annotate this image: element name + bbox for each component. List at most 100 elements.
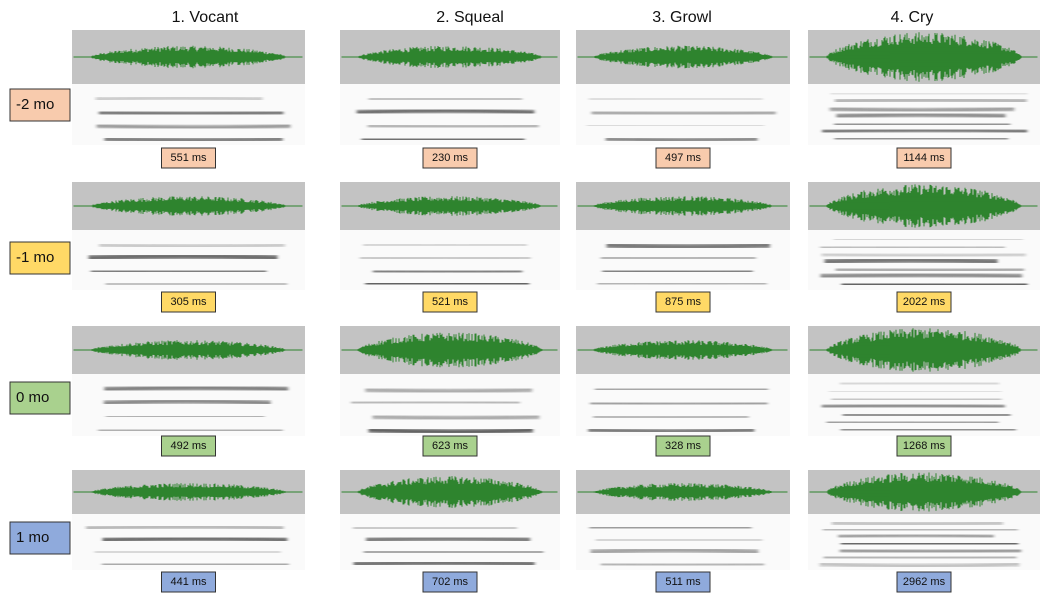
cell: 492 ms bbox=[72, 326, 305, 456]
duration: 875 ms bbox=[665, 296, 702, 308]
spectrogram-band bbox=[86, 527, 283, 528]
row: 1 mo 441 ms 702 ms 511 ms 2962 ms bbox=[10, 470, 1040, 592]
duration: 2962 ms bbox=[903, 576, 946, 588]
row-label: 1 mo bbox=[10, 522, 70, 554]
cell: 623 ms bbox=[340, 326, 560, 456]
spectrogram-band bbox=[607, 245, 770, 247]
row-label-text: 0 mo bbox=[16, 389, 49, 406]
spectrogram-band bbox=[365, 283, 529, 284]
spectrogram-band bbox=[835, 138, 1009, 139]
spectrogram-band bbox=[368, 126, 539, 127]
duration: 441 ms bbox=[170, 576, 207, 588]
spectrogram-band bbox=[836, 269, 1024, 270]
spectrogram-band bbox=[365, 390, 532, 392]
row-label: -2 mo bbox=[10, 89, 70, 121]
spectrogram-band bbox=[606, 139, 758, 140]
duration: 623 ms bbox=[432, 440, 469, 452]
spectrogram-band bbox=[601, 564, 764, 565]
spectrogram-band bbox=[822, 406, 1005, 407]
spectrogram-band bbox=[373, 271, 522, 272]
spectrogram-band bbox=[357, 111, 535, 113]
spectrogram-band bbox=[89, 256, 278, 258]
cell: 875 ms bbox=[576, 182, 790, 312]
cell: 551 ms bbox=[72, 30, 305, 168]
duration: 1144 ms bbox=[903, 152, 945, 164]
duration: 328 ms bbox=[665, 440, 702, 452]
spectrogram-band bbox=[105, 139, 283, 140]
row-label-text: -1 mo bbox=[16, 249, 54, 266]
spectrogram-band bbox=[99, 245, 284, 246]
row-label: -1 mo bbox=[10, 242, 70, 274]
spectrogram-band bbox=[97, 126, 291, 128]
spectrogram-band bbox=[843, 415, 1011, 416]
spectrogram-band bbox=[104, 388, 288, 390]
spectrogram-band bbox=[99, 113, 283, 114]
row: -1 mo 305 ms 521 ms 875 ms 2022 ms bbox=[10, 182, 1040, 312]
spectrogram-band bbox=[593, 417, 748, 418]
row-label-text: 1 mo bbox=[16, 529, 49, 546]
cell: 1268 ms bbox=[808, 326, 1040, 456]
spectrogram-band bbox=[825, 260, 998, 262]
cell: 305 ms bbox=[72, 182, 305, 312]
cell: 511 ms bbox=[576, 470, 790, 592]
column-header: 4. Cry bbox=[891, 9, 934, 26]
spectrogram-band bbox=[836, 115, 1005, 117]
spectrogram-band bbox=[822, 254, 1026, 255]
cell: 497 ms bbox=[576, 30, 790, 168]
spectrogram-band bbox=[590, 403, 768, 404]
duration: 305 ms bbox=[170, 296, 207, 308]
cell: 1144 ms bbox=[808, 30, 1040, 168]
row: -2 mo 551 ms 230 ms 497 ms 1144 ms bbox=[10, 30, 1040, 168]
spectrogram-band bbox=[820, 247, 1005, 248]
cell: 230 ms bbox=[340, 30, 560, 168]
spectrogram-bg bbox=[340, 374, 560, 436]
duration: 511 ms bbox=[665, 576, 701, 588]
duration: 230 ms bbox=[432, 152, 469, 164]
spectrogram-band bbox=[354, 563, 535, 564]
figure: 1. Vocant 2. Squeal 3. Growl 4. Cry -2 mo 551… bbox=[0, 0, 1050, 596]
spectrogram-band bbox=[840, 383, 999, 384]
spectrogram-band bbox=[103, 539, 288, 540]
row: 0 mo 492 ms 623 ms 328 ms 1268 ms bbox=[10, 326, 1040, 456]
spectrogram-band bbox=[104, 401, 271, 403]
duration: 702 ms bbox=[432, 576, 469, 588]
duration: 492 ms bbox=[170, 440, 207, 452]
spectrogram-band bbox=[838, 535, 994, 536]
spectrogram-bg bbox=[340, 84, 560, 145]
spectrogram-band bbox=[591, 550, 759, 552]
duration: 497 ms bbox=[665, 152, 702, 164]
spectrogram-band bbox=[597, 283, 766, 284]
spectrogram-band bbox=[821, 275, 1022, 277]
spectrogram-band bbox=[369, 430, 533, 432]
cell: 521 ms bbox=[340, 182, 560, 312]
spectrogram-band bbox=[366, 538, 530, 540]
spectrogram-band bbox=[361, 139, 524, 140]
cell: 702 ms bbox=[340, 470, 560, 592]
spectrogram-band bbox=[824, 557, 1017, 558]
row-label: 0 mo bbox=[10, 382, 70, 414]
cell: 2022 ms bbox=[808, 182, 1040, 312]
cell: 2962 ms bbox=[808, 470, 1040, 592]
spectrogram-band bbox=[602, 271, 752, 272]
spectrogram-band bbox=[830, 109, 1014, 111]
cell: 441 ms bbox=[72, 470, 305, 592]
spectrogram-band bbox=[351, 402, 520, 403]
spectrogram-band bbox=[840, 550, 1021, 551]
column-header: 3. Growl bbox=[652, 9, 712, 26]
column-header: 1. Vocant bbox=[172, 9, 239, 26]
spectrogram-band bbox=[96, 98, 262, 99]
spectrogram-band bbox=[592, 113, 776, 114]
spectrogram-band bbox=[588, 430, 754, 431]
spectrogram-band bbox=[373, 417, 540, 419]
cell: 328 ms bbox=[576, 326, 790, 456]
duration: 1268 ms bbox=[903, 440, 946, 452]
column-header: 2. Squeal bbox=[436, 9, 504, 26]
spectrogram-band bbox=[834, 124, 1010, 125]
duration: 2022 ms bbox=[903, 296, 946, 308]
spectrogram-band bbox=[841, 284, 1027, 285]
spectrogram-band bbox=[835, 100, 1027, 101]
spectrogram-band bbox=[832, 523, 1003, 524]
spectrogram-band bbox=[822, 130, 1027, 131]
row-label-text: -2 mo bbox=[16, 96, 54, 113]
duration: 551 ms bbox=[170, 152, 207, 164]
